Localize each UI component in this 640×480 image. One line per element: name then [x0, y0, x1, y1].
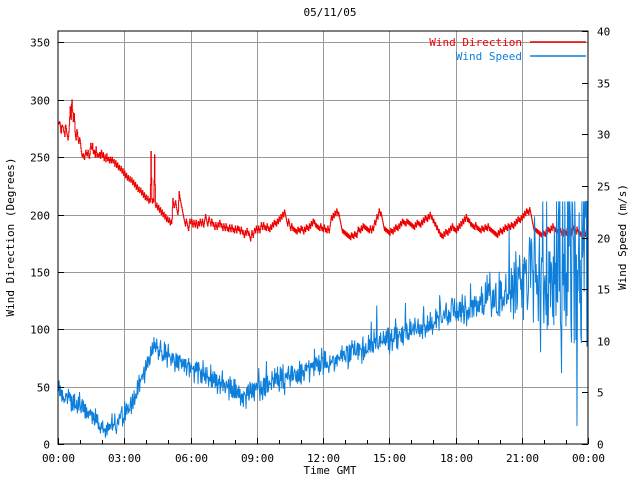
right-tick-label: 5	[597, 387, 604, 400]
left-tick-label: 150	[30, 267, 50, 280]
left-tick-label: 200	[30, 210, 50, 223]
tick-labels: 0 50 100 150 200 250 300 350 0 5 10 15 20 25 30 35 40 00:…	[30, 26, 610, 466]
right-axis-title: Wind Speed (m/s)	[616, 184, 629, 290]
x-tick-label: 09:00	[241, 452, 274, 465]
series-layer	[57, 99, 589, 438]
right-tick-label: 35	[597, 78, 610, 91]
tick-marks	[58, 31, 589, 445]
right-tick-label: 10	[597, 336, 610, 349]
left-tick-label: 50	[37, 382, 50, 395]
x-tick-label: 03:00	[108, 452, 141, 465]
legend: Wind Direction Wind Speed	[429, 36, 586, 63]
x-tick-label: 15:00	[373, 452, 406, 465]
x-tick-label: 00:00	[42, 452, 75, 465]
x-tick-label: 12:00	[307, 452, 340, 465]
chart-title: 05/11/05	[304, 6, 357, 19]
right-tick-label: 25	[597, 181, 610, 194]
series-wind-speed	[57, 200, 588, 438]
left-tick-label: 0	[43, 439, 50, 452]
right-tick-label: 30	[597, 129, 610, 142]
left-tick-label: 100	[30, 324, 50, 337]
x-axis-title: Time GMT	[304, 464, 357, 477]
right-tick-label: 40	[597, 26, 610, 39]
x-tick-label: 21:00	[506, 452, 539, 465]
left-tick-label: 350	[30, 37, 50, 50]
left-tick-label: 250	[30, 152, 50, 165]
series-wind-direction	[58, 99, 589, 242]
x-tick-label: 06:00	[175, 452, 208, 465]
x-tick-label: 18:00	[440, 452, 473, 465]
right-tick-label: 20	[597, 233, 610, 246]
right-tick-label: 0	[597, 439, 604, 452]
right-tick-label: 15	[597, 284, 610, 297]
legend-label-wind-direction[interactable]: Wind Direction	[429, 36, 522, 49]
left-axis-title: Wind Direction (Degrees)	[4, 158, 17, 317]
grid-lines	[58, 31, 588, 444]
x-tick-label: 00:00	[572, 452, 605, 465]
legend-label-wind-speed[interactable]: Wind Speed	[456, 50, 522, 63]
left-tick-label: 300	[30, 95, 50, 108]
